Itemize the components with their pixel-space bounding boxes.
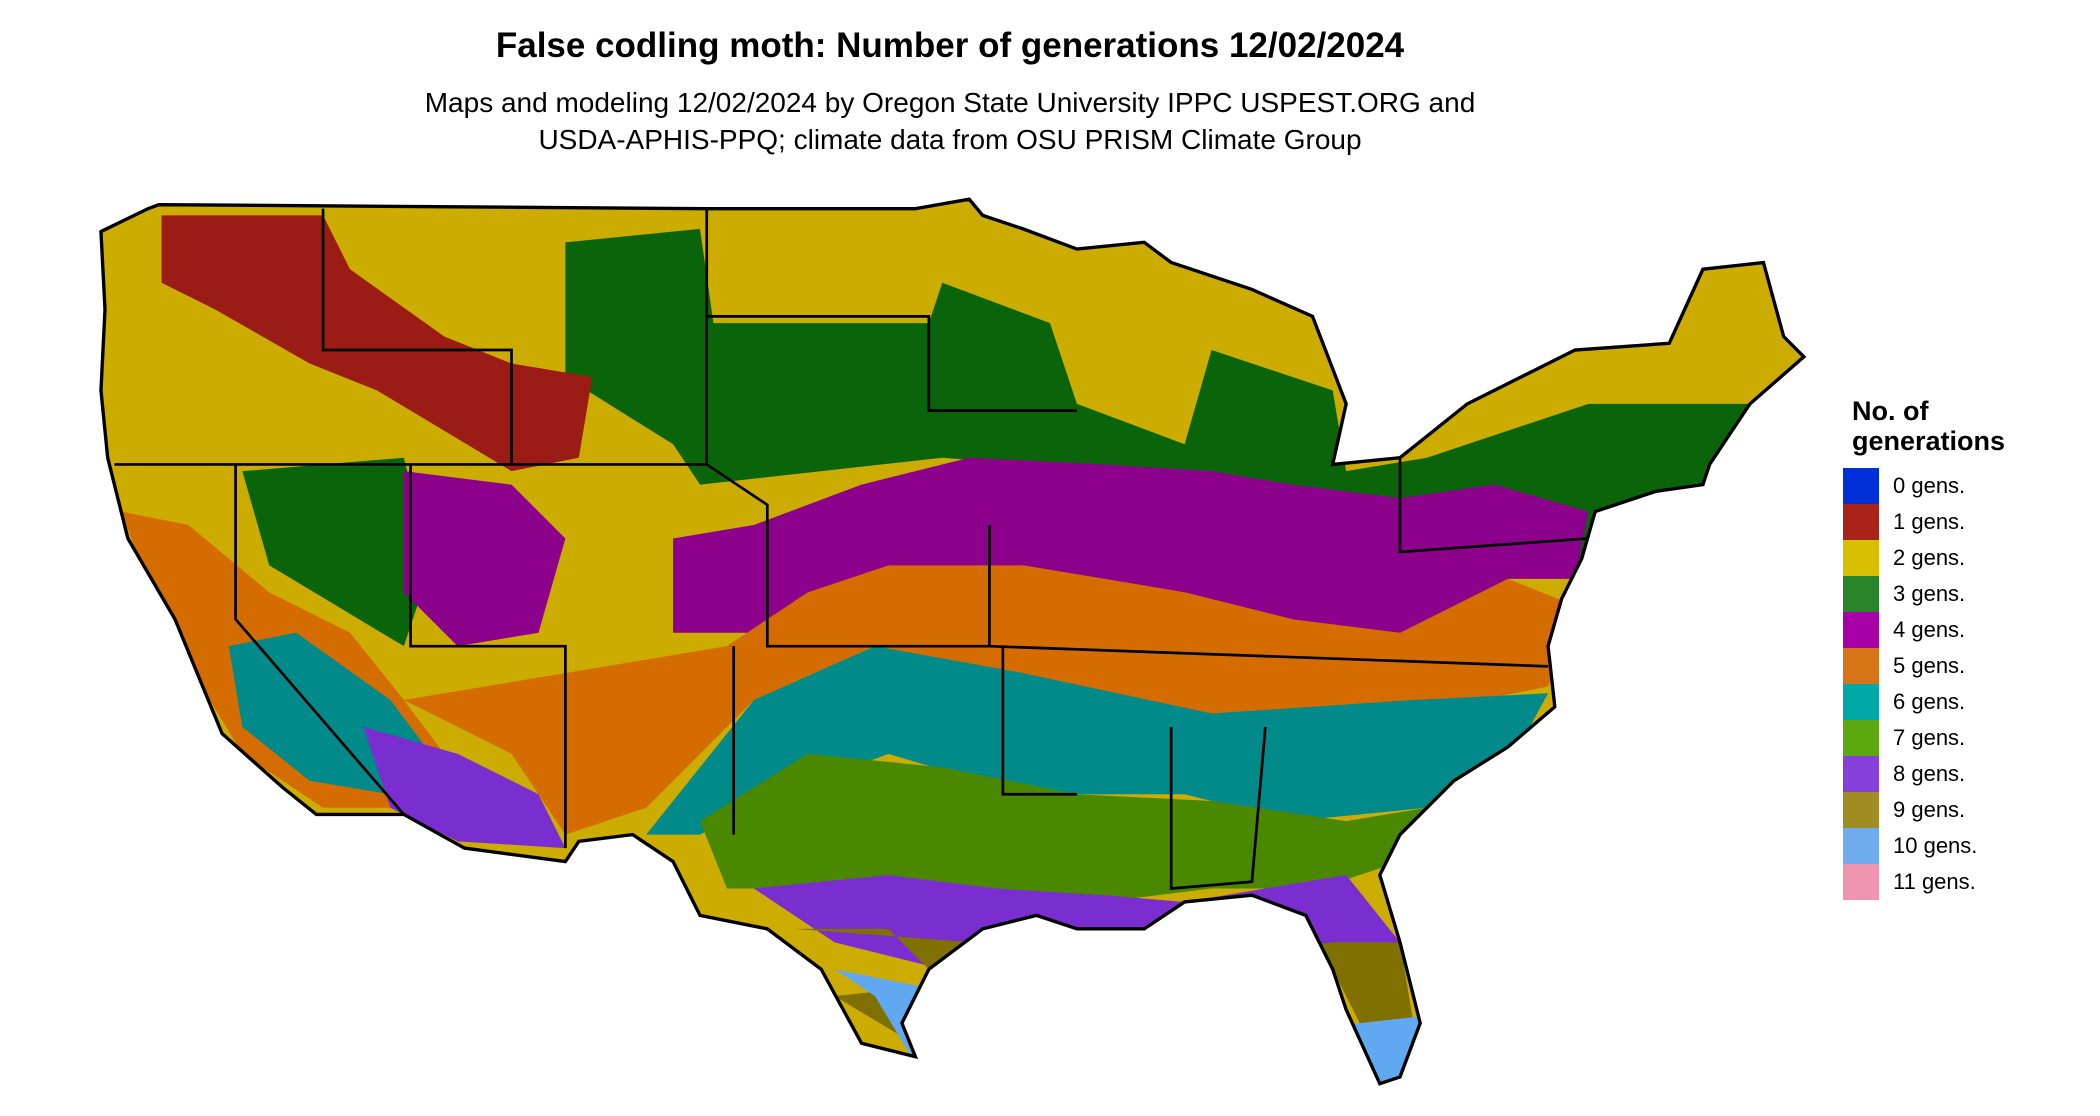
subtitle-line-2: USDA-APHIS-PPQ; climate data from OSU PR… xyxy=(538,124,1362,155)
legend-item: 9 gens. xyxy=(1843,792,2002,828)
legend-label: 2 gens. xyxy=(1893,545,1966,570)
legend-item: 10 gens. xyxy=(1843,828,2002,864)
legend-item: 7 gens. xyxy=(1843,720,2002,756)
legend-label: 9 gens. xyxy=(1893,797,1966,822)
legend-label: 0 gens. xyxy=(1893,473,1966,498)
legend-item: 6 gens. xyxy=(1843,684,2002,720)
legend-swatch xyxy=(1843,468,1879,504)
legend-item: 11 gens. xyxy=(1843,864,2002,900)
legend-item: 1 gens. xyxy=(1843,504,2002,540)
legend-item: 2 gens. xyxy=(1843,540,2002,576)
legend-item: 5 gens. xyxy=(1843,648,2002,684)
legend: No. of generations 0 gens. 1 gens. 2 gens.… xyxy=(1843,396,2006,900)
legend-title: No. of generations xyxy=(1852,396,2006,456)
legend-item: 0 gens. xyxy=(1843,468,2002,504)
legend-label: 1 gens. xyxy=(1893,509,1966,534)
region-west-purple xyxy=(363,726,566,849)
legend-swatch xyxy=(1843,720,1879,756)
legend-item: 8 gens. xyxy=(1843,756,2002,792)
region-6-gens xyxy=(646,646,1549,835)
legend-swatch xyxy=(1843,756,1879,792)
legend-label: 11 gens. xyxy=(1893,869,1976,894)
region-3-gens-plains xyxy=(565,228,1750,566)
legend-item: 3 gens. xyxy=(1843,576,2002,612)
map-title: False codling moth: Number of generation… xyxy=(495,26,1405,65)
region-1-gens xyxy=(161,215,593,472)
legend-label: 4 gens. xyxy=(1893,617,1966,642)
region-5-gens xyxy=(403,565,1575,835)
legend-label: 7 gens. xyxy=(1893,725,1966,750)
legend-swatch xyxy=(1843,504,1879,540)
legend-label: 8 gens. xyxy=(1893,761,1966,786)
legend-swatch xyxy=(1843,828,1879,864)
legend-item: 4 gens. xyxy=(1843,612,2002,648)
region-10-gens xyxy=(834,969,1421,1084)
legend-label: 6 gens. xyxy=(1893,689,1966,714)
legend-swatch xyxy=(1843,864,1879,900)
region-southwest-4-gens xyxy=(403,471,566,647)
legend-swatch xyxy=(1843,684,1879,720)
region-4-gens xyxy=(673,457,1589,647)
legend-swatch xyxy=(1843,576,1879,612)
region-7-gens xyxy=(700,753,1427,902)
legend-label: 5 gens. xyxy=(1893,653,1966,678)
legend-swatch xyxy=(1843,648,1879,684)
region-west-green xyxy=(242,457,431,647)
legend-swatch xyxy=(1843,612,1879,648)
legend-label: 3 gens. xyxy=(1893,581,1966,606)
state-borders xyxy=(114,208,1589,890)
subtitle-line-1: Maps and modeling 12/02/2024 by Oregon S… xyxy=(424,87,1476,118)
legend-items: 0 gens. 1 gens. 2 gens. 3 gens. 4 gens. 5 gen… xyxy=(1843,468,2002,900)
map-subtitle: Maps and modeling 12/02/2024 by Oregon S… xyxy=(0,84,1900,158)
legend-label: 10 gens. xyxy=(1893,833,1978,858)
legend-swatch xyxy=(1843,540,1879,576)
legend-swatch xyxy=(1843,792,1879,828)
